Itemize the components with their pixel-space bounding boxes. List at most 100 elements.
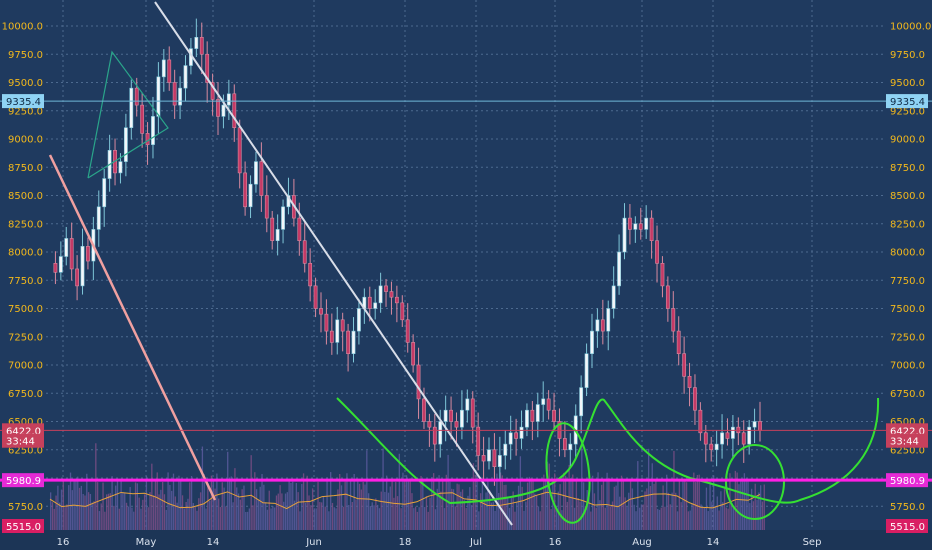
volume-bar bbox=[442, 481, 444, 530]
volume-bar bbox=[613, 486, 615, 530]
candle-body bbox=[470, 398, 475, 428]
green-circle-left[interactable] bbox=[542, 421, 594, 525]
price-marker-tag bbox=[2, 94, 44, 109]
volume-bar bbox=[140, 508, 142, 530]
volume-bar bbox=[57, 485, 59, 530]
volume-bar bbox=[122, 492, 124, 530]
volume-bar bbox=[584, 506, 587, 530]
volume-bar bbox=[725, 507, 727, 530]
volume-bar bbox=[541, 492, 543, 530]
volume-bar bbox=[227, 451, 229, 530]
volume-bar bbox=[465, 508, 467, 530]
price-marker-label: 9335.4 bbox=[6, 97, 41, 108]
price-tick-left: 9750.0 bbox=[8, 50, 43, 61]
candle-body bbox=[264, 195, 269, 219]
candle-body bbox=[611, 285, 616, 309]
price-tick-left: 6250.0 bbox=[8, 445, 43, 456]
volume-bar bbox=[461, 489, 464, 530]
volume-bar bbox=[311, 488, 314, 530]
volume-bar bbox=[434, 509, 437, 530]
volume-bar bbox=[501, 475, 503, 530]
volume-bar bbox=[246, 511, 249, 530]
volume-bar bbox=[564, 475, 567, 530]
volume-bar bbox=[152, 495, 155, 530]
volume-bar bbox=[384, 491, 386, 530]
candle-body bbox=[698, 409, 703, 434]
candle-body bbox=[758, 421, 762, 431]
green-cup-arc[interactable] bbox=[336, 397, 880, 505]
candle-body bbox=[134, 87, 139, 106]
volume-bar bbox=[169, 484, 171, 530]
volume-bar bbox=[270, 508, 272, 530]
volume-bar bbox=[125, 502, 128, 530]
price-marker-label: 9335.4 bbox=[890, 97, 925, 108]
green-circle-right[interactable] bbox=[725, 444, 785, 520]
user-drawings[interactable] bbox=[48, 1, 880, 526]
volume-bar bbox=[106, 494, 108, 530]
trendline-salmon[interactable] bbox=[48, 154, 217, 501]
volume-bar bbox=[380, 491, 382, 530]
price-tick-right: 9500.0 bbox=[890, 78, 925, 89]
volume-bar bbox=[731, 504, 733, 530]
volume-bar bbox=[521, 486, 523, 530]
candle-body bbox=[725, 432, 730, 439]
price-marker-label: 6422.0 bbox=[890, 426, 925, 437]
volume-bars bbox=[49, 443, 765, 530]
volume-bar bbox=[192, 503, 195, 530]
volume-bar bbox=[156, 472, 158, 530]
volume-bar bbox=[559, 484, 561, 530]
volume-bar bbox=[519, 456, 522, 530]
volume-bar bbox=[640, 504, 643, 530]
volume-bar bbox=[586, 490, 588, 530]
volume-bar bbox=[389, 486, 391, 530]
volume-bar bbox=[55, 495, 57, 530]
volume-bar bbox=[53, 508, 55, 530]
price-tick-left: 9000.0 bbox=[8, 135, 43, 146]
volume-bar bbox=[429, 497, 431, 530]
trendline-white[interactable] bbox=[154, 1, 513, 526]
volume-bar bbox=[349, 480, 352, 530]
volume-bar bbox=[405, 475, 408, 530]
volume-bar bbox=[263, 484, 265, 530]
volume-bar bbox=[304, 502, 307, 530]
volume-bar bbox=[167, 472, 169, 530]
candle-body bbox=[75, 268, 79, 287]
candle-body bbox=[454, 421, 459, 428]
volume-bar bbox=[696, 474, 699, 530]
price-tick-left: 10000.0 bbox=[2, 22, 43, 33]
volume-bar bbox=[102, 482, 104, 530]
volume-bar bbox=[660, 507, 662, 530]
volume-bar bbox=[525, 501, 527, 530]
volume-bar bbox=[78, 487, 81, 530]
volume-bar bbox=[375, 498, 377, 530]
candle-body bbox=[313, 285, 318, 309]
volume-bar bbox=[129, 487, 131, 530]
candle-body bbox=[622, 217, 627, 253]
price-tick-right: 9250.0 bbox=[890, 106, 925, 117]
volume-bar bbox=[376, 504, 379, 530]
price-tick-left: 7250.0 bbox=[8, 332, 43, 343]
candle-body bbox=[226, 93, 231, 106]
volume-bar bbox=[292, 481, 294, 530]
volume-bar bbox=[154, 480, 157, 530]
volume-bar bbox=[669, 504, 671, 530]
candle-body bbox=[194, 36, 199, 49]
volume-bar bbox=[624, 497, 626, 530]
price-marker-label: 6422.0 bbox=[6, 426, 41, 437]
candle-body bbox=[199, 36, 204, 55]
volume-bar bbox=[427, 511, 429, 530]
triangle-pattern[interactable] bbox=[87, 50, 169, 179]
volume-bar bbox=[301, 483, 303, 530]
volume-bar bbox=[162, 481, 164, 530]
volume-bar bbox=[582, 482, 585, 530]
candle-body bbox=[633, 223, 638, 230]
volume-bar bbox=[183, 508, 185, 530]
volume-bar bbox=[662, 485, 664, 530]
volume-bar bbox=[422, 481, 424, 530]
volume-bar bbox=[339, 474, 341, 530]
volume-bar bbox=[131, 507, 133, 530]
volume-bar bbox=[647, 448, 650, 530]
volume-bar bbox=[172, 473, 175, 530]
